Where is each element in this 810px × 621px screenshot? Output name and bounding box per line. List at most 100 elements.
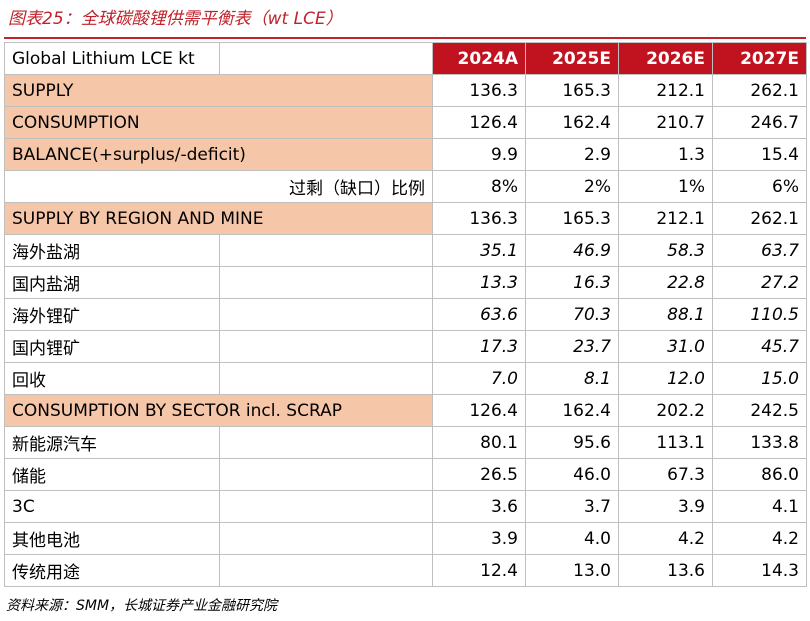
- cell-value: 70.3: [525, 298, 619, 331]
- row-label-spacer: [219, 266, 433, 299]
- row-label: SUPPLY: [4, 74, 433, 107]
- table-row-balance: BALANCE(+surplus/-deficit) 9.9 2.9 1.3 1…: [4, 138, 807, 171]
- row-label-spacer: [219, 426, 433, 459]
- cell-value: 17.3: [432, 330, 526, 363]
- cell-value: 1.3: [618, 138, 713, 171]
- cell-value: 2.9: [525, 138, 619, 171]
- cell-value: 23.7: [525, 330, 619, 363]
- header-label: Global Lithium LCE kt: [4, 42, 220, 75]
- cell-value: 212.1: [618, 74, 713, 107]
- row-label: CONSUMPTION: [4, 106, 433, 139]
- cell-value: 3.7: [525, 490, 619, 523]
- row-label-spacer: [219, 298, 433, 331]
- cell-value: 95.6: [525, 426, 619, 459]
- balance-table-container: Global Lithium LCE kt 2024A 2025E 2026E …: [4, 42, 807, 587]
- cell-value: 110.5: [712, 298, 807, 331]
- cell-value: 80.1: [432, 426, 526, 459]
- row-label: CONSUMPTION BY SECTOR incl. SCRAP: [4, 394, 433, 427]
- cell-value: 162.4: [525, 106, 619, 139]
- table-row-supply: SUPPLY 136.3 165.3 212.1 262.1: [4, 74, 807, 107]
- cell-value: 113.1: [618, 426, 713, 459]
- cell-value: 31.0: [618, 330, 713, 363]
- row-label: 海外盐湖: [4, 234, 220, 267]
- cell-value: 8%: [432, 170, 526, 203]
- cell-value: 165.3: [525, 202, 619, 235]
- cell-value: 9.9: [432, 138, 526, 171]
- row-label: 国内锂矿: [4, 330, 220, 363]
- row-label: 3C: [4, 490, 220, 523]
- cell-value: 67.3: [618, 458, 713, 491]
- row-label-spacer: [219, 490, 433, 523]
- cell-value: 86.0: [712, 458, 807, 491]
- row-label: 海外锂矿: [4, 298, 220, 331]
- year-header: 2026E: [618, 42, 713, 75]
- cell-value: 246.7: [712, 106, 807, 139]
- cell-value: 6%: [712, 170, 807, 203]
- cell-value: 46.0: [525, 458, 619, 491]
- year-header: 2027E: [712, 42, 807, 75]
- cell-value: 242.5: [712, 394, 807, 427]
- cell-value: 14.3: [712, 554, 807, 587]
- lithium-balance-table: Global Lithium LCE kt 2024A 2025E 2026E …: [4, 42, 807, 587]
- cell-value: 4.2: [618, 522, 713, 555]
- cell-value: 12.4: [432, 554, 526, 587]
- cell-value: 3.6: [432, 490, 526, 523]
- cell-value: 1%: [618, 170, 713, 203]
- source-note: 资料来源：SMM，长城证券产业金融研究院: [6, 598, 278, 614]
- cell-value: 133.8: [712, 426, 807, 459]
- row-label: 传统用途: [4, 554, 220, 587]
- figure-title: 图表25：全球碳酸锂供需平衡表（wt LCE）: [8, 9, 343, 29]
- cell-value: 58.3: [618, 234, 713, 267]
- cell-value: 262.1: [712, 74, 807, 107]
- table-row: 其他电池 3.9 4.0 4.2 4.2: [4, 522, 807, 555]
- table-row-supply-by-region: SUPPLY BY REGION AND MINE 136.3 165.3 21…: [4, 202, 807, 235]
- table-row: 海外盐湖 35.1 46.9 58.3 63.7: [4, 234, 807, 267]
- cell-value: 8.1: [525, 362, 619, 395]
- row-label: 回收: [4, 362, 220, 395]
- cell-value: 126.4: [432, 106, 526, 139]
- year-header: 2024A: [432, 42, 526, 75]
- cell-value: 202.2: [618, 394, 713, 427]
- cell-value: 27.2: [712, 266, 807, 299]
- table-row-ratio: 过剩（缺口）比例 8% 2% 1% 6%: [4, 170, 807, 203]
- row-label: SUPPLY BY REGION AND MINE: [4, 202, 433, 235]
- title-rule: [4, 37, 806, 39]
- cell-value: 136.3: [432, 202, 526, 235]
- cell-value: 16.3: [525, 266, 619, 299]
- table-row: 海外锂矿 63.6 70.3 88.1 110.5: [4, 298, 807, 331]
- cell-value: 13.6: [618, 554, 713, 587]
- cell-value: 13.3: [432, 266, 526, 299]
- row-label: 新能源汽车: [4, 426, 220, 459]
- row-label: 其他电池: [4, 522, 220, 555]
- cell-value: 162.4: [525, 394, 619, 427]
- row-label-spacer: [219, 458, 433, 491]
- row-label: 国内盐湖: [4, 266, 220, 299]
- cell-value: 3.9: [432, 522, 526, 555]
- row-label-spacer: [219, 362, 433, 395]
- cell-value: 12.0: [618, 362, 713, 395]
- cell-value: 136.3: [432, 74, 526, 107]
- row-label: 过剩（缺口）比例: [4, 170, 433, 203]
- cell-value: 35.1: [432, 234, 526, 267]
- cell-value: 13.0: [525, 554, 619, 587]
- cell-value: 15.4: [712, 138, 807, 171]
- row-label: 储能: [4, 458, 220, 491]
- row-label-spacer: [219, 522, 433, 555]
- cell-value: 63.6: [432, 298, 526, 331]
- cell-value: 212.1: [618, 202, 713, 235]
- table-row: 传统用途 12.4 13.0 13.6 14.3: [4, 554, 807, 587]
- table-row: 储能 26.5 46.0 67.3 86.0: [4, 458, 807, 491]
- cell-value: 165.3: [525, 74, 619, 107]
- table-row: 国内锂矿 17.3 23.7 31.0 45.7: [4, 330, 807, 363]
- table-row: 回收 7.0 8.1 12.0 15.0: [4, 362, 807, 395]
- cell-value: 210.7: [618, 106, 713, 139]
- cell-value: 46.9: [525, 234, 619, 267]
- cell-value: 3.9: [618, 490, 713, 523]
- table-row: 国内盐湖 13.3 16.3 22.8 27.2: [4, 266, 807, 299]
- row-label: BALANCE(+surplus/-deficit): [4, 138, 433, 171]
- row-label-spacer: [219, 330, 433, 363]
- row-label-spacer: [219, 234, 433, 267]
- table-row: 3C 3.6 3.7 3.9 4.1: [4, 490, 807, 523]
- header-row: Global Lithium LCE kt 2024A 2025E 2026E …: [4, 42, 807, 75]
- cell-value: 4.2: [712, 522, 807, 555]
